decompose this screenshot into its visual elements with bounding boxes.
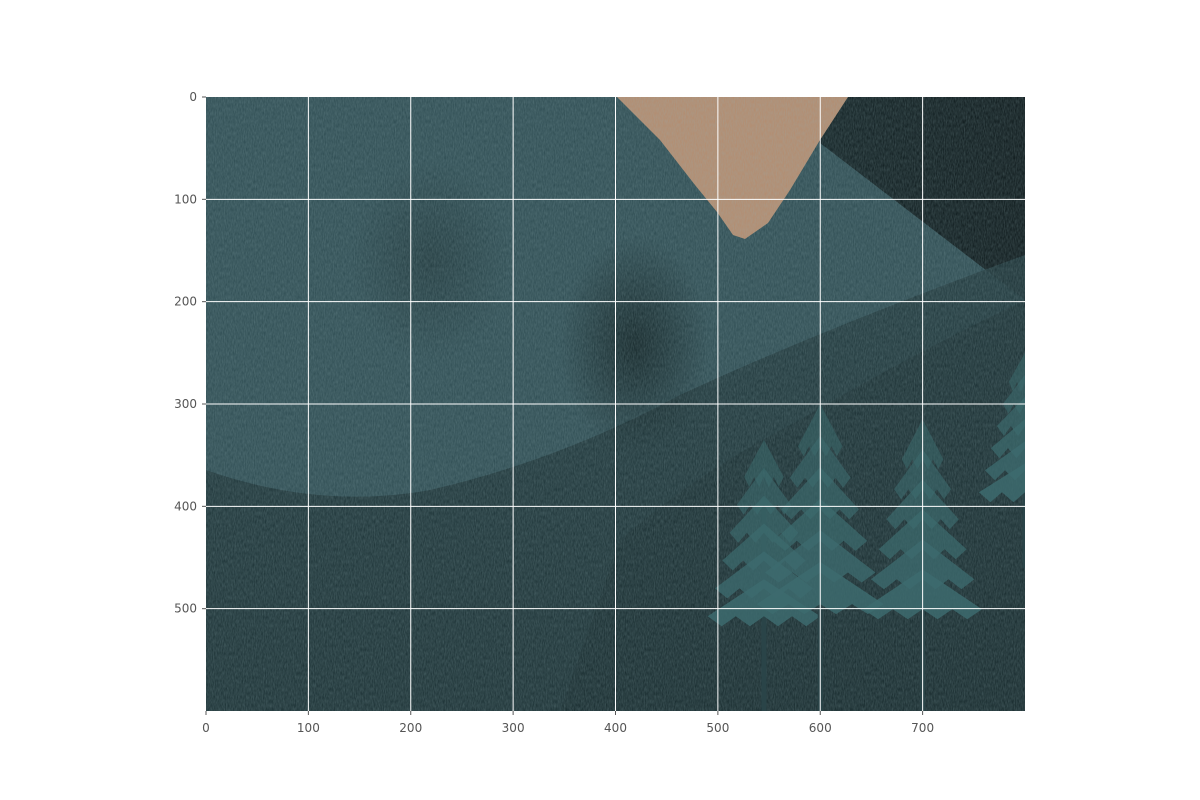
x-tick-label: 0 [202, 721, 210, 735]
tree-foliage [729, 495, 799, 543]
tree-foliage [744, 439, 784, 487]
y-tick-label: 100 [174, 192, 197, 206]
x-tick-label: 200 [399, 721, 422, 735]
x-tick-label: 600 [809, 721, 832, 735]
y-axis-ticks: 0 100 200 300 400 500 [174, 90, 206, 616]
x-tick-label: 300 [502, 721, 525, 735]
x-axis-ticks: 0 100 200 300 400 500 600 700 [202, 711, 934, 735]
tree-foliage [978, 463, 1025, 503]
y-tick-label: 300 [174, 397, 197, 411]
x-tick-label: 100 [297, 721, 320, 735]
x-tick-label: 500 [706, 721, 729, 735]
x-tick-label: 400 [604, 721, 627, 735]
y-tick-label: 500 [174, 602, 197, 616]
y-tick-label: 200 [174, 295, 197, 309]
y-tick-label: 400 [174, 499, 197, 513]
x-tick-label: 700 [911, 721, 934, 735]
tree-foliage [736, 467, 791, 515]
grid [206, 97, 1025, 711]
y-tick-label: 0 [189, 90, 197, 104]
pine-tree [978, 352, 1025, 568]
